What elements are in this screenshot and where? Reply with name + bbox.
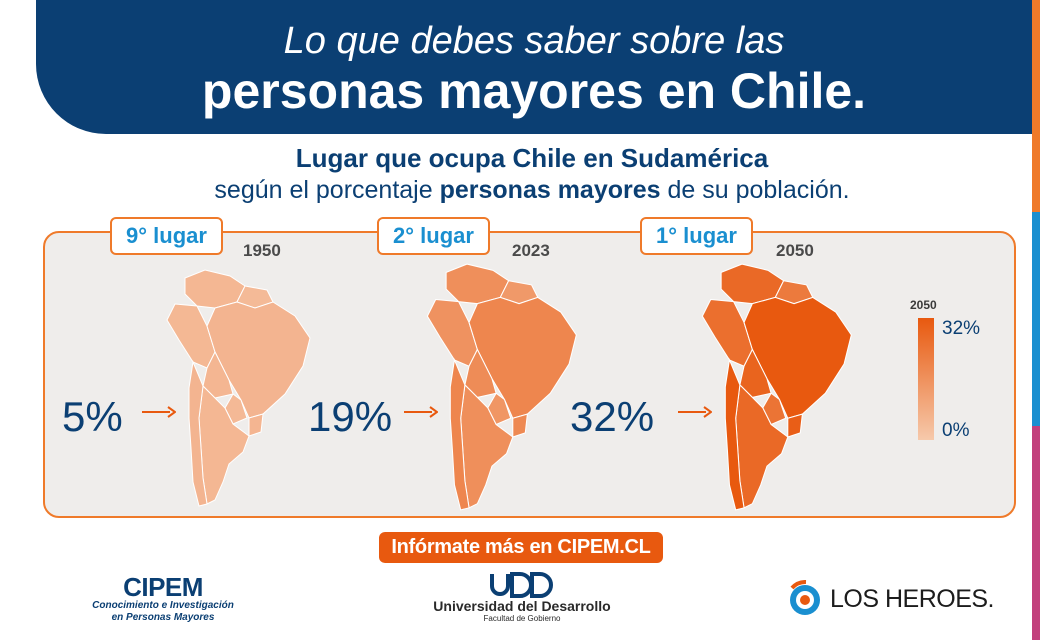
year-label-1950: 1950 [243, 241, 281, 260]
header-title: personas mayores en Chile. [201, 63, 867, 119]
cipem-tagline1: Conocimiento e Investigación [92, 600, 234, 611]
cipem-name: CIPEM [123, 572, 203, 602]
map-region-paraguay [224, 393, 248, 425]
udd-logo: Universidad del Desarrollo Facultad de G… [432, 572, 612, 624]
rank-badge-2050: 1° lugar [640, 217, 753, 255]
map-region-ecuador-peru [166, 303, 216, 369]
cipem-tagline2: en Personas Mayores [111, 612, 215, 623]
percent-2023: 19% [308, 393, 393, 440]
legend-min: 0% [942, 420, 970, 441]
subtitle-heading: Lugar que ocupa Chile en Sudamérica [295, 143, 769, 173]
legend-gradient-bar [918, 318, 934, 440]
percent-1950: 5% [62, 393, 123, 440]
rank-badge-1950: 9° lugar [110, 217, 223, 255]
subtitle-pre: según el porcentaje [214, 176, 440, 204]
cta-link-button[interactable]: Infórmate más en CIPEM.CL [379, 532, 663, 563]
map-region-ecuador-peru [701, 298, 753, 367]
percent-2050: 32% [570, 393, 655, 440]
arrow-right-icon [678, 406, 712, 418]
side-stripe-blue [1032, 212, 1040, 426]
rank-badge-2023: 2° lugar [377, 217, 490, 255]
south-america-map-2023 [426, 263, 577, 511]
year-label-2050: 2050 [776, 241, 814, 260]
los-heroes-name: LOS HEROES. [830, 585, 995, 613]
map-region-chile [188, 360, 208, 507]
cipem-logo: CIPEM Conocimiento e Investigación en Pe… [88, 574, 238, 624]
side-stripe-orange [1032, 0, 1040, 212]
arrow-right-icon [404, 406, 438, 418]
map-region-paraguay [487, 392, 512, 426]
south-america-map-1950 [166, 269, 311, 507]
map-region-uruguay [512, 413, 528, 438]
udd-name: Universidad del Desarrollo [433, 598, 611, 614]
map-region-chile [724, 358, 745, 511]
legend-year: 2050 [910, 298, 937, 312]
map-region-chile [449, 358, 470, 511]
map-shape [166, 269, 311, 507]
south-america-map-2050 [701, 263, 852, 511]
udd-subtitle: Facultad de Gobierno [483, 614, 561, 623]
map-shape [426, 263, 577, 511]
map-region-paraguay [762, 392, 787, 426]
arrow-right-icon [142, 406, 176, 418]
legend-max: 32% [942, 318, 981, 339]
map-region-brazil [468, 296, 577, 419]
map-shape [701, 263, 852, 511]
map-region-uruguay [787, 413, 803, 438]
subtitle-description: según el porcentaje personas mayores de … [0, 176, 1040, 205]
udd-mark-icon [490, 572, 553, 598]
header-banner: Lo que debes saber sobre las personas ma… [36, 0, 1032, 134]
map-region-brazil [743, 296, 852, 419]
year-label-2023: 2023 [512, 241, 550, 260]
los-heroes-ring-icon [790, 580, 820, 615]
subtitle-bold: personas mayores [439, 176, 661, 204]
header-line1: Lo que debes saber sobre las [283, 20, 785, 62]
side-stripe-magenta [1032, 426, 1040, 640]
map-region-brazil [206, 301, 311, 419]
map-region-uruguay [248, 413, 264, 437]
subtitle-post: de su población. [660, 176, 850, 204]
map-region-ecuador-peru [426, 298, 478, 367]
